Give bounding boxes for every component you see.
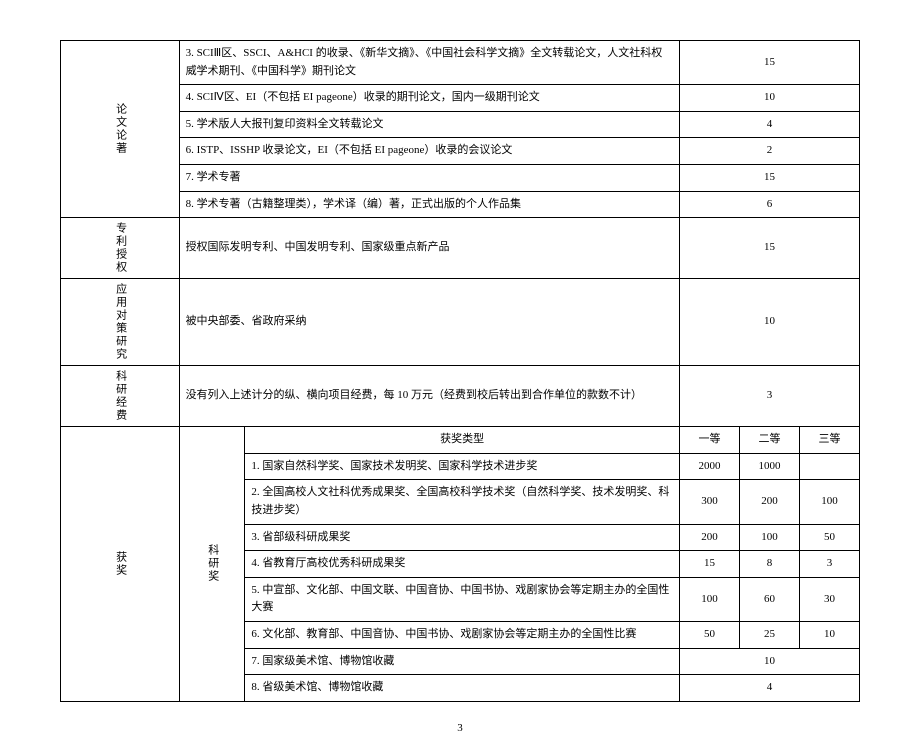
award-header-c2: 二等: [740, 427, 800, 454]
scoring-table: 论文论著 3. SCIⅢ区、SSCI、A&HCI 的收录、《新华文摘》、《中国社…: [60, 40, 860, 702]
cell-label: 5. 中宣部、文化部、中国文联、中国音协、中国书协、戏剧家协会等定期主办的全国性…: [245, 577, 680, 621]
cell-c3: 3: [800, 551, 860, 578]
cell-score: 15: [680, 41, 860, 85]
cell-label: 4. SCIⅣ区、EI（不包括 EI pageone）收录的期刊论文，国内一级期…: [179, 85, 679, 112]
cell-score: 10: [680, 279, 860, 366]
cell-score: 15: [680, 164, 860, 191]
section-lunwen: 论文论著: [61, 41, 180, 218]
cell-label: 8. 学术专著（古籍整理类），学术译（编）著，正式出版的个人作品集: [179, 191, 679, 218]
cell-c2: 1000: [740, 453, 800, 480]
cell-score: 15: [680, 218, 860, 279]
cell-score: 3: [680, 366, 860, 427]
section-huojiang: 获奖: [61, 427, 180, 702]
cell-label: 4. 省教育厅高校优秀科研成果奖: [245, 551, 680, 578]
cell-c2: 60: [740, 577, 800, 621]
cell-label: 6. 文化部、教育部、中国音协、中国书协、戏剧家协会等定期主办的全国性比赛: [245, 621, 680, 648]
award-header-c3: 三等: [800, 427, 860, 454]
cell-label: 被中央部委、省政府采纳: [179, 279, 679, 366]
section-yingyong: 应用对策研究: [61, 279, 180, 366]
cell-c3: 10: [800, 621, 860, 648]
cell-label: 7. 学术专著: [179, 164, 679, 191]
cell-c2: 8: [740, 551, 800, 578]
cell-c1: 100: [680, 577, 740, 621]
cell-c2: 25: [740, 621, 800, 648]
section-zhuanli: 专利授权: [61, 218, 180, 279]
cell-c2: 100: [740, 524, 800, 551]
cell-score: 10: [680, 85, 860, 112]
cell-score: 4: [680, 675, 860, 702]
cell-score: 6: [680, 191, 860, 218]
award-header-c1: 一等: [680, 427, 740, 454]
award-header-type: 获奖类型: [245, 427, 680, 454]
cell-label: 1. 国家自然科学奖、国家技术发明奖、国家科学技术进步奖: [245, 453, 680, 480]
cell-score: 4: [680, 111, 860, 138]
cell-c3: 50: [800, 524, 860, 551]
cell-c3: 100: [800, 480, 860, 524]
cell-c2: 200: [740, 480, 800, 524]
cell-score: 2: [680, 138, 860, 165]
page-number: 3: [60, 722, 860, 734]
cell-label: 授权国际发明专利、中国发明专利、国家级重点新产品: [179, 218, 679, 279]
section-keyanjiang: 科研奖: [179, 427, 245, 702]
cell-score: 10: [680, 648, 860, 675]
cell-label: 3. 省部级科研成果奖: [245, 524, 680, 551]
cell-label: 5. 学术版人大报刊复印资料全文转载论文: [179, 111, 679, 138]
cell-label: 8. 省级美术馆、博物馆收藏: [245, 675, 680, 702]
cell-c3: [800, 453, 860, 480]
cell-label: 3. SCIⅢ区、SSCI、A&HCI 的收录、《新华文摘》、《中国社会科学文摘…: [179, 41, 679, 85]
cell-label: 7. 国家级美术馆、博物馆收藏: [245, 648, 680, 675]
cell-c1: 200: [680, 524, 740, 551]
cell-c1: 2000: [680, 453, 740, 480]
cell-label: 2. 全国高校人文社科优秀成果奖、全国高校科学技术奖（自然科学奖、技术发明奖、科…: [245, 480, 680, 524]
section-keyan: 科研经费: [61, 366, 180, 427]
cell-c1: 15: [680, 551, 740, 578]
cell-c3: 30: [800, 577, 860, 621]
cell-c1: 300: [680, 480, 740, 524]
cell-c1: 50: [680, 621, 740, 648]
cell-label: 没有列入上述计分的纵、横向项目经费，每 10 万元（经费到校后转出到合作单位的款…: [179, 366, 679, 427]
cell-label: 6. ISTP、ISSHP 收录论文，EI（不包括 EI pageone）收录的…: [179, 138, 679, 165]
